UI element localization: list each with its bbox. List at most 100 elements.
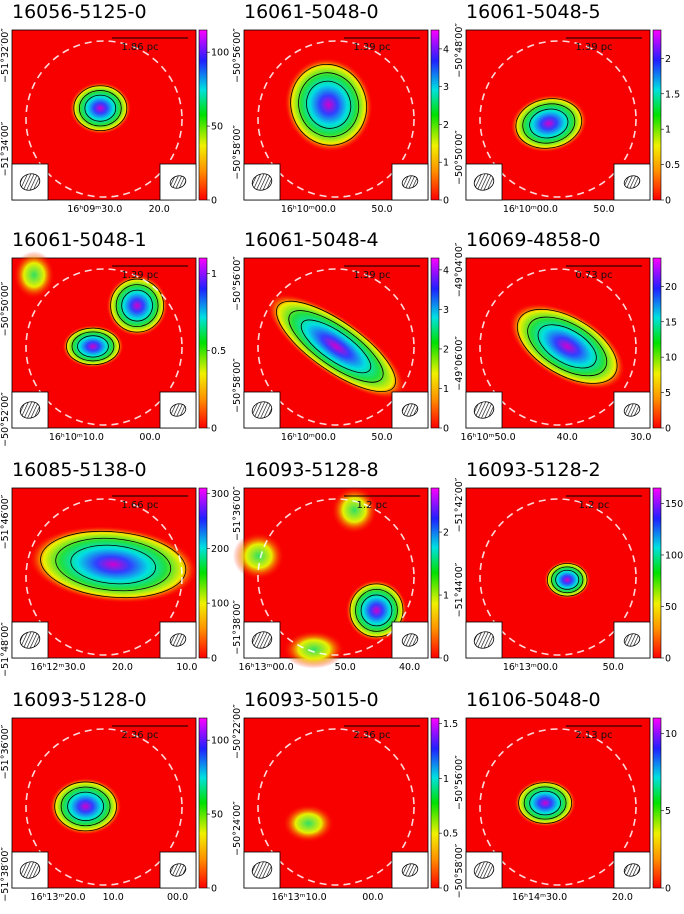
beam: [401, 633, 419, 647]
scale-label: 1.2 pc: [357, 500, 388, 511]
colorbar: [652, 29, 662, 201]
scale-label: 0.73 pc: [575, 270, 612, 281]
scale-label: 2.13 pc: [575, 730, 612, 741]
emission-blob: [69, 82, 132, 135]
contour: [360, 594, 393, 627]
contour: [60, 786, 111, 827]
colorbar-tick-label: 5: [665, 388, 671, 399]
panel: 16093-5015-0 2.36 pc 0 0.5 1 1.5 −50°22′00″ −50…: [232, 689, 458, 903]
y-tick-label: −50°56′00″: [454, 755, 465, 810]
emission-blob: [28, 525, 198, 604]
panel-title: 16093-5128-0: [12, 689, 147, 711]
y-tick-label: −51°44′00″: [454, 562, 465, 617]
colorbar-tick-label: 0: [211, 196, 217, 207]
beam: [473, 401, 495, 419]
colorbar-tick-label: 100: [211, 736, 229, 747]
scale-label: 1.39 pc: [121, 270, 158, 281]
contour: [355, 589, 398, 632]
colorbar-tick-label: 1.5: [665, 89, 680, 100]
emission-blob: [282, 804, 335, 843]
contour: [522, 103, 576, 144]
colorbar-tick-label: 0: [211, 424, 217, 435]
beam: [251, 401, 273, 419]
x-tick-label: 50.0: [335, 662, 356, 673]
primary-beam: [25, 268, 183, 426]
beam: [623, 403, 641, 417]
x-tick-label: 16ʰ09ᵐ30.0: [67, 204, 122, 215]
emission-blob: [106, 274, 169, 337]
x-tick-label: 16ʰ10ᵐ00.0: [503, 204, 558, 215]
x-tick-label: 50.0: [371, 204, 392, 215]
y-tick-label: −51°36′00″: [0, 724, 11, 779]
colorbar: [430, 257, 440, 429]
beam: [623, 633, 641, 647]
y-tick-label: −50°52′00″: [0, 392, 11, 447]
y-tick-label: −51°46′00″: [0, 494, 11, 549]
contour: [40, 530, 187, 599]
colorbar-tick-label: 1: [443, 158, 449, 169]
panel: 16093-5128-0 2.36 pc 0 50 100 −51°36′00″ −51°3…: [0, 689, 229, 903]
panel-title: 16093-5128-2: [466, 459, 601, 481]
emission-blob: [62, 324, 124, 368]
beam: [19, 861, 41, 879]
beam: [401, 175, 419, 189]
scale-label: 1.2 pc: [579, 500, 610, 511]
emission-blob: [508, 303, 626, 390]
beam: [473, 173, 495, 191]
colorbar-tick-label: 2: [443, 344, 449, 355]
panel: 16061-5048-0 1.39 pc 0 1 2 3 4 −50°56′00″ −50°58…: [232, 1, 449, 215]
colorbar-tick-label: 3: [443, 305, 449, 316]
colorbar-tick-label: 0.5: [211, 346, 226, 357]
panel-title: 16106-5048-0: [466, 689, 601, 711]
colorbar: [198, 487, 208, 659]
colorbar: [430, 717, 440, 889]
x-tick-label: 16ʰ10ᵐ50.0: [461, 432, 516, 443]
beam: [169, 863, 187, 877]
primary-beam: [479, 498, 637, 656]
scale-label: 2.36 pc: [353, 730, 390, 741]
colorbar-tick-label: 50: [211, 810, 223, 821]
y-tick-label: −51°38′00″: [232, 600, 243, 655]
colorbar: [652, 717, 662, 889]
contour: [288, 310, 384, 383]
primary-beam: [25, 728, 183, 886]
colorbar-tick-label: 100: [211, 599, 229, 610]
y-tick-label: −51°42′00″: [454, 477, 465, 532]
y-tick-label: −50°50′00″: [0, 281, 11, 336]
colorbar-tick-label: 100: [665, 550, 683, 561]
primary-beam: [257, 40, 415, 198]
beam: [473, 631, 495, 649]
x-tick-label: 00.0: [362, 892, 383, 903]
panel-title: 16061-5048-4: [244, 229, 379, 251]
contour: [300, 319, 372, 374]
beam-box: [243, 621, 281, 659]
x-tick-label: 50.0: [371, 432, 392, 443]
contour: [529, 108, 569, 139]
colorbar-tick-label: 2: [443, 528, 449, 539]
colorbar-tick-label: 1: [443, 591, 449, 602]
panel-title: 16093-5128-8: [244, 459, 379, 481]
contour: [67, 791, 105, 822]
colorbar-tick-label: 2: [665, 54, 671, 65]
x-tick-label: 30.0: [630, 432, 651, 443]
contour: [110, 278, 165, 333]
colorbar-tick-label: 0: [443, 654, 449, 665]
contour: [516, 308, 618, 384]
emission-blob: [331, 486, 378, 534]
panel: 16061-5048-4 1.39 pc 0 1 2 3 4 −50°56′00″ −50°58…: [232, 229, 449, 443]
colorbar-tick-label: 3: [443, 82, 449, 93]
colorbar-tick-label: 300: [211, 489, 229, 500]
colorbar-tick-label: 1.5: [443, 719, 458, 730]
y-tick-label: −50°58′00″: [454, 843, 465, 898]
primary-beam: [257, 728, 415, 886]
panel-title: 16085-5138-0: [12, 459, 147, 481]
x-tick-label: 16ʰ13ᵐ10.0: [272, 892, 327, 903]
beam: [19, 401, 41, 419]
x-tick-label: 16ʰ14ᵐ30.0: [512, 892, 567, 903]
x-tick-label: 20.0: [112, 662, 133, 673]
colorbar-tick-label: 5: [665, 806, 671, 817]
panel-title: 16061-5048-5: [466, 1, 601, 23]
colorbar-tick-label: 50: [211, 122, 223, 133]
panel-title: 16056-5125-0: [12, 1, 147, 23]
